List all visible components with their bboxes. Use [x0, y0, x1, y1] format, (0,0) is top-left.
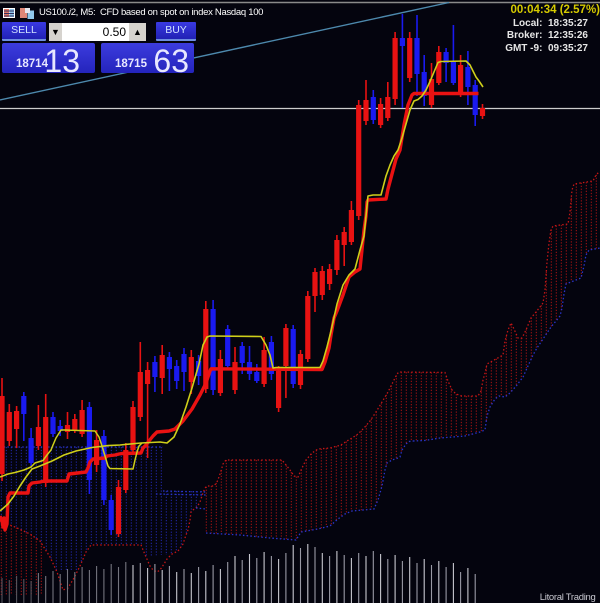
- svg-text:Litoral Trading: Litoral Trading: [540, 592, 596, 603]
